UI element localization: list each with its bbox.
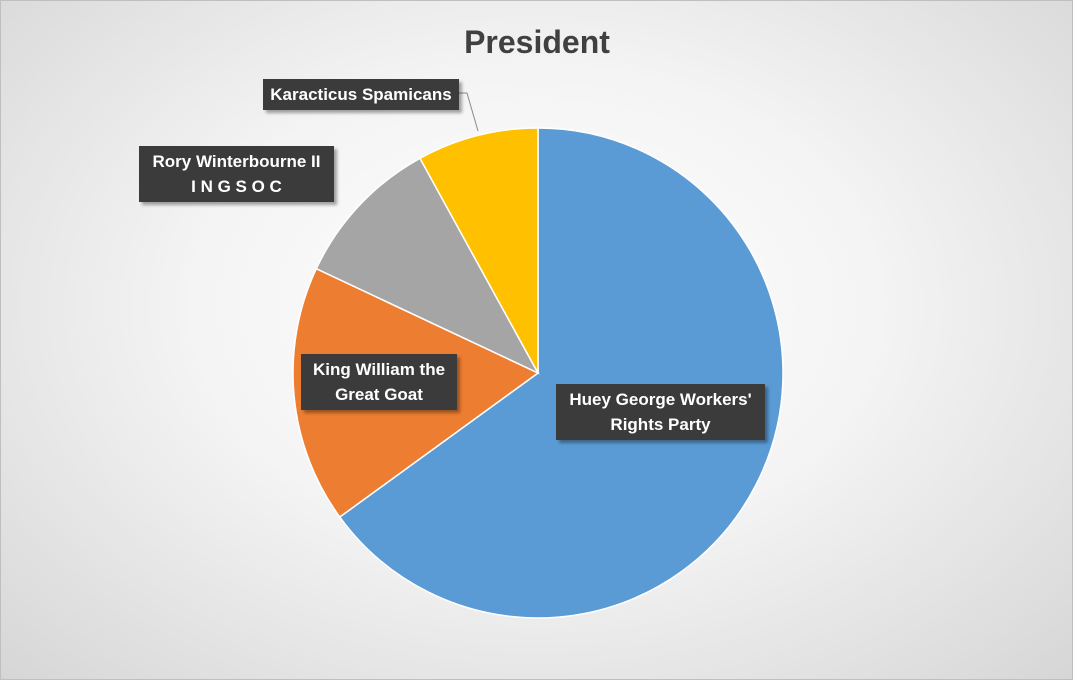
pie-slice: [338, 127, 784, 619]
pie-slice: [315, 157, 540, 375]
data-label: Rory Winterbourne II I N G S O C: [139, 146, 334, 202]
chart-title: President: [464, 24, 610, 60]
data-label: King William the Great Goat: [301, 354, 457, 410]
data-label: Huey George Workers' Rights Party: [556, 384, 765, 440]
pie-slice: [418, 127, 539, 374]
data-label: Karacticus Spamicans: [263, 79, 459, 110]
leader-line: [459, 92, 479, 132]
